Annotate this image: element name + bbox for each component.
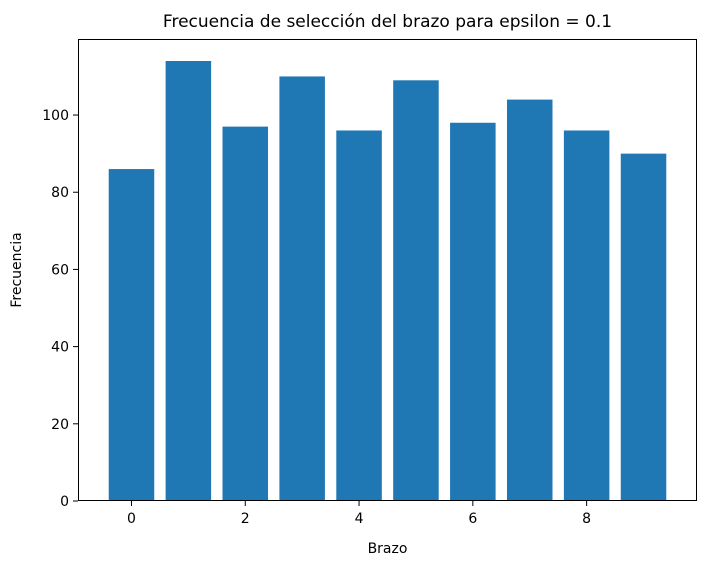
- x-tick-label: 6: [468, 511, 477, 527]
- chart-title: Frecuencia de selección del brazo para e…: [163, 12, 612, 32]
- bar-9: [620, 153, 667, 501]
- bar-0: [108, 169, 155, 501]
- y-tick-label: 80: [51, 185, 69, 201]
- x-tick-label: 2: [241, 511, 250, 527]
- y-tick-label: 100: [42, 108, 69, 124]
- y-tick-label: 40: [51, 340, 69, 356]
- bar-2: [222, 126, 269, 501]
- x-axis-label: Brazo: [368, 541, 408, 557]
- x-tick-label: 4: [355, 511, 364, 527]
- bar-4: [336, 130, 382, 501]
- bar-7: [506, 99, 553, 501]
- bars-group: [108, 61, 667, 501]
- bar-3: [279, 76, 325, 501]
- y-tick-label: 20: [51, 417, 69, 433]
- bar-5: [393, 80, 439, 501]
- plot-frame: [78, 39, 697, 501]
- x-tick-label: 8: [582, 511, 591, 527]
- y-tick-label: 60: [51, 262, 69, 278]
- y-axis-label: Frecuencia: [9, 232, 25, 307]
- x-tick-label: 0: [127, 511, 136, 527]
- bar-6: [450, 122, 496, 501]
- y-axis-ticks: 0 20 40 60 80 100: [42, 108, 78, 510]
- y-tick-label: 0: [60, 494, 69, 510]
- bar-8: [563, 130, 610, 501]
- bar-1: [165, 61, 212, 501]
- x-axis-ticks: 0 2 4 6 8: [127, 501, 591, 527]
